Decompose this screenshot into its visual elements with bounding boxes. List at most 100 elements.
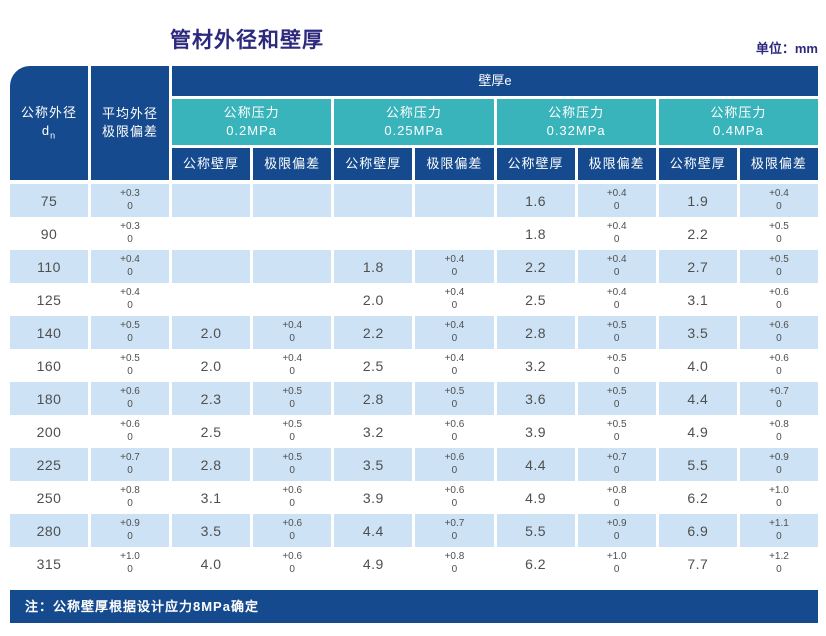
- table-row: 125 +0.4 0 2.0 +0.4 0 2.5 +0.4 0 3.1 +0.6 0: [10, 283, 818, 316]
- dn-value: 200: [36, 423, 62, 440]
- avg-od-deviation: +0.3 0: [91, 184, 169, 217]
- limit-deviation-0_32mpa: +0.4 0: [577, 184, 656, 217]
- limit-deviation-0_25mpa: [415, 217, 493, 250]
- dn-value: 315: [36, 555, 62, 572]
- header-nominal-od: 公称外径 dn: [10, 66, 88, 180]
- avg-od-deviation: +0.6 0: [120, 419, 140, 443]
- table-row: 75 +0.3 0 1.6 +0.4 0 1.9 +0.4 0: [10, 184, 818, 217]
- nominal-thickness-0_32mpa: 2.5: [525, 291, 547, 308]
- nominal-thickness-0_4mpa: 6.9: [658, 514, 737, 547]
- limit-deviation-0_25mpa: +0.4 0: [444, 353, 465, 377]
- subheader-nominal-thickness: 公称壁厚: [334, 148, 413, 180]
- nominal-thickness-0_25mpa: 3.5: [334, 448, 413, 481]
- limit-deviation-0_25mpa: +0.7 0: [415, 514, 494, 547]
- limit-deviation-0_32mpa: +0.5 0: [606, 353, 627, 377]
- limit-deviation-0_4mpa: +0.6 0: [739, 316, 818, 349]
- nominal-thickness-0_32mpa: 2.8: [496, 316, 575, 349]
- nominal-thickness-0_25mpa: 4.9: [362, 555, 384, 572]
- header-nominal-od-symbol: dn: [41, 122, 57, 141]
- limit-deviation-0_4mpa: +0.6 0: [769, 287, 789, 311]
- limit-deviation-0_25mpa: +0.6 0: [444, 419, 465, 443]
- limit-deviation-0_2mpa: [253, 250, 332, 283]
- limit-deviation-0_25mpa: +0.6 0: [415, 448, 494, 481]
- table-row: 280 +0.9 0 3.5 +0.6 0 4.4 +0.7 0 5.5 +0.9 0 6.9 +1.1 0: [10, 514, 818, 547]
- nominal-thickness-0_2mpa: 2.0: [172, 316, 251, 349]
- nominal-thickness-0_25mpa: 3.9: [362, 489, 384, 506]
- avg-od-deviation: +0.3 0: [120, 221, 140, 245]
- limit-deviation-0_4mpa: +0.5 0: [739, 250, 818, 283]
- dn-value: 125: [36, 291, 62, 308]
- table-row: 315 +1.0 0 4.0 +0.6 0 4.9 +0.8 0 6.2 +1.0 0 7.7 +1.2 0: [10, 547, 818, 580]
- nominal-thickness-0_4mpa: 4.4: [658, 382, 737, 415]
- limit-deviation-0_32mpa: +0.5 0: [606, 419, 627, 443]
- nominal-thickness-0_25mpa: 2.5: [362, 357, 384, 374]
- nominal-thickness-0_32mpa: 1.6: [496, 184, 575, 217]
- unit-label: 单位：mm: [755, 41, 818, 56]
- page-title: 管材外径和壁厚: [170, 29, 324, 52]
- nominal-thickness-0_32mpa: 4.9: [525, 489, 547, 506]
- avg-od-deviation: +0.9 0: [91, 514, 169, 547]
- limit-deviation-0_32mpa: +0.4 0: [606, 287, 627, 311]
- footnote-bar: 注：公称壁厚根据设计应力8MPa确定: [10, 590, 818, 623]
- avg-od-deviation: +1.0 0: [120, 551, 140, 575]
- dn-value: 75: [10, 184, 88, 217]
- avg-od-deviation: +0.5 0: [91, 316, 169, 349]
- nominal-thickness-0_32mpa: 2.2: [496, 250, 575, 283]
- header-pressure-0_25mpa: 公称压力 0.25MPa: [334, 99, 494, 145]
- dn-value: 90: [40, 225, 58, 242]
- limit-deviation-0_2mpa: +0.4 0: [253, 316, 332, 349]
- limit-deviation-0_2mpa: [253, 184, 332, 217]
- limit-deviation-0_32mpa: +0.5 0: [577, 382, 656, 415]
- nominal-thickness-0_25mpa: [334, 184, 413, 217]
- header-pressure-0_32mpa: 公称压力 0.32MPa: [496, 99, 656, 145]
- dn-value: 140: [10, 316, 88, 349]
- limit-deviation-0_4mpa: +1.1 0: [739, 514, 818, 547]
- limit-deviation-0_25mpa: +0.6 0: [444, 485, 465, 509]
- limit-deviation-0_4mpa: +1.2 0: [769, 551, 789, 575]
- limit-deviation-0_4mpa: +1.0 0: [769, 485, 789, 509]
- limit-deviation-0_32mpa: +0.9 0: [577, 514, 656, 547]
- limit-deviation-0_32mpa: +0.8 0: [606, 485, 627, 509]
- nominal-thickness-0_2mpa: [172, 250, 251, 283]
- limit-deviation-0_4mpa: +0.9 0: [739, 448, 818, 481]
- nominal-thickness-0_4mpa: 2.7: [658, 250, 737, 283]
- nominal-thickness-0_32mpa: 1.8: [525, 225, 547, 242]
- nominal-thickness-0_4mpa: 4.9: [687, 423, 709, 440]
- nominal-thickness-0_2mpa: 2.0: [200, 357, 222, 374]
- table-row: 90 +0.3 0 1.8 +0.4 0 2.2 +0.5 0: [10, 217, 818, 250]
- nominal-thickness-0_25mpa: [334, 217, 412, 250]
- header-pressure-0_4mpa: 公称压力 0.4MPa: [658, 99, 818, 145]
- limit-deviation-0_4mpa: +0.8 0: [769, 419, 789, 443]
- avg-od-deviation: +0.4 0: [120, 287, 140, 311]
- limit-deviation-0_2mpa: [253, 217, 331, 250]
- table-row: 200 +0.6 0 2.5 +0.5 0 3.2 +0.6 0 3.9 +0.5 0 4.9 +0.8 0: [10, 415, 818, 448]
- nominal-thickness-0_32mpa: 3.6: [496, 382, 575, 415]
- nominal-thickness-0_2mpa: 2.3: [172, 382, 251, 415]
- nominal-thickness-0_4mpa: 6.2: [687, 489, 709, 506]
- spec-table: 公称外径 dn 平均外径 极限偏差 壁厚e 公称压力 0.2MPa 公称压力 0…: [10, 66, 818, 580]
- avg-od-deviation: +0.8 0: [120, 485, 140, 509]
- nominal-thickness-0_4mpa: 3.1: [687, 291, 709, 308]
- limit-deviation-0_32mpa: +0.4 0: [577, 250, 656, 283]
- nominal-thickness-0_25mpa: 4.4: [334, 514, 413, 547]
- nominal-thickness-0_2mpa: 4.0: [200, 555, 222, 572]
- dn-value: 250: [36, 489, 62, 506]
- limit-deviation-0_32mpa: +0.4 0: [606, 221, 627, 245]
- limit-deviation-0_2mpa: +0.5 0: [282, 419, 303, 443]
- avg-od-deviation: +0.6 0: [91, 382, 169, 415]
- header-nominal-od-label: 公称外径: [20, 105, 77, 121]
- avg-od-deviation: +0.7 0: [91, 448, 169, 481]
- subheader-nominal-thickness: 公称壁厚: [172, 148, 251, 180]
- limit-deviation-0_4mpa: +0.4 0: [739, 184, 818, 217]
- nominal-thickness-0_4mpa: 1.9: [658, 184, 737, 217]
- nominal-thickness-0_25mpa: 2.2: [334, 316, 413, 349]
- limit-deviation-0_25mpa: +0.4 0: [415, 250, 494, 283]
- limit-deviation-0_2mpa: +0.6 0: [253, 514, 332, 547]
- nominal-thickness-0_32mpa: 3.2: [525, 357, 547, 374]
- avg-od-deviation: +0.5 0: [120, 353, 140, 377]
- dn-value: 110: [10, 250, 88, 283]
- nominal-thickness-0_32mpa: 6.2: [525, 555, 547, 572]
- nominal-thickness-0_25mpa: 2.0: [362, 291, 384, 308]
- avg-od-deviation: +0.4 0: [91, 250, 169, 283]
- subheader-nominal-thickness: 公称壁厚: [496, 148, 575, 180]
